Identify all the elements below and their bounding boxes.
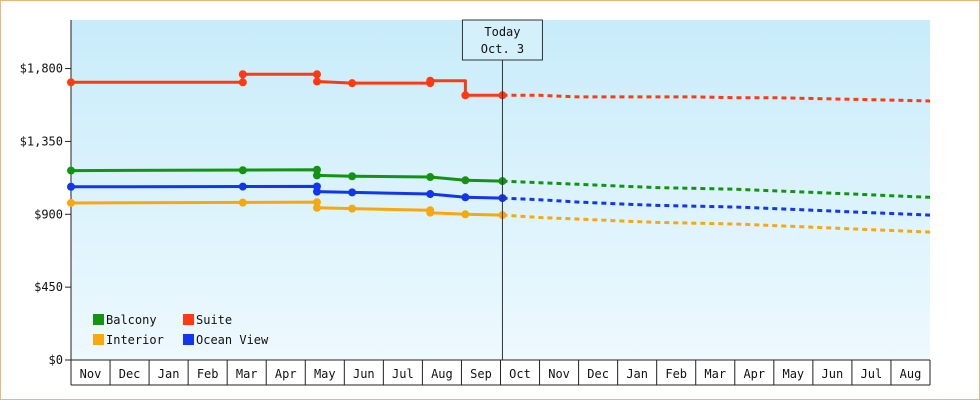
data-point-suite: [312, 77, 321, 86]
legend-swatch: [183, 334, 194, 345]
data-point-ocean-view: [238, 182, 247, 191]
x-tick-label: Dec: [119, 367, 141, 381]
x-tick-label: Jan: [626, 367, 648, 381]
data-point-suite: [348, 79, 357, 88]
series-balcony: [67, 165, 931, 199]
legend-item-balcony: Balcony: [93, 313, 157, 327]
data-point-ocean-view: [67, 182, 75, 191]
x-tick-label: Feb: [665, 367, 687, 381]
data-point-balcony: [461, 176, 470, 185]
data-point-suite: [461, 91, 470, 100]
x-tick-label: Jun: [822, 367, 844, 381]
legend-label: Balcony: [106, 313, 157, 327]
data-point-suite: [238, 78, 247, 87]
x-tick-label: Apr: [743, 367, 765, 381]
data-point-ocean-view: [461, 193, 470, 202]
legend-swatch: [93, 314, 104, 325]
x-tick-label: Jun: [353, 367, 375, 381]
data-point-interior: [461, 210, 470, 219]
legend-label: Interior: [106, 333, 164, 347]
x-tick-label: Mar: [704, 367, 726, 381]
data-point-interior: [348, 204, 357, 213]
data-point-ocean-view: [348, 188, 357, 197]
legend-label: Ocean View: [196, 333, 269, 347]
legend-item-interior: Interior: [93, 333, 164, 347]
y-tick-label: $1,350: [20, 134, 63, 148]
x-tick-label: Aug: [431, 367, 453, 381]
x-tick-label: May: [782, 367, 804, 381]
forecast-line-suite: [502, 93, 931, 103]
data-point-balcony: [312, 165, 321, 174]
x-tick-label: Jan: [158, 367, 180, 381]
legend-swatch: [183, 314, 194, 325]
data-point-balcony: [426, 173, 435, 182]
x-tick-label: Dec: [587, 367, 609, 381]
data-point-balcony: [312, 171, 321, 180]
x-tick-label: Nov: [548, 367, 570, 381]
legend-item-ocean-view: Ocean View: [183, 333, 269, 347]
data-point-balcony: [67, 166, 75, 175]
today-label: Today: [484, 25, 520, 39]
data-point-balcony: [238, 166, 247, 175]
plot-background: [71, 20, 930, 360]
data-point-suite: [67, 78, 75, 87]
y-tick-label: $450: [34, 280, 63, 294]
data-point-interior: [426, 208, 435, 217]
today-date: Oct. 3: [481, 42, 524, 56]
data-point-balcony: [348, 172, 357, 181]
data-point-suite: [238, 70, 247, 79]
today-box: [461, 19, 543, 61]
data-point-interior: [67, 198, 75, 207]
x-tick-label: Jul: [861, 367, 883, 381]
y-tick-label: $1,800: [20, 62, 63, 76]
data-point-interior: [312, 198, 321, 207]
x-tick-label: Oct: [509, 367, 531, 381]
legend-label: Suite: [196, 313, 232, 327]
x-tick-label: May: [314, 367, 336, 381]
y-tick-label: $900: [34, 207, 63, 221]
series-ocean-view: [67, 182, 931, 217]
series-suite: [67, 70, 931, 103]
legend-swatch: [93, 334, 104, 345]
legend-item-suite: Suite: [183, 313, 232, 327]
data-point-suite: [426, 76, 435, 85]
data-point-suite: [312, 70, 321, 79]
x-tick-label: Sep: [470, 367, 492, 381]
y-tick-label: $0: [49, 353, 63, 367]
data-point-interior: [238, 198, 247, 207]
x-tick-label: Feb: [197, 367, 219, 381]
x-tick-label: Nov: [80, 367, 102, 381]
x-tick-label: Apr: [275, 367, 297, 381]
x-tick-label: Mar: [236, 367, 258, 381]
x-tick-label: Aug: [900, 367, 922, 381]
data-point-ocean-view: [312, 187, 321, 196]
data-point-interior: [312, 203, 321, 212]
data-point-ocean-view: [426, 190, 435, 199]
x-tick-label: Jul: [392, 367, 414, 381]
series-interior: [67, 198, 931, 234]
